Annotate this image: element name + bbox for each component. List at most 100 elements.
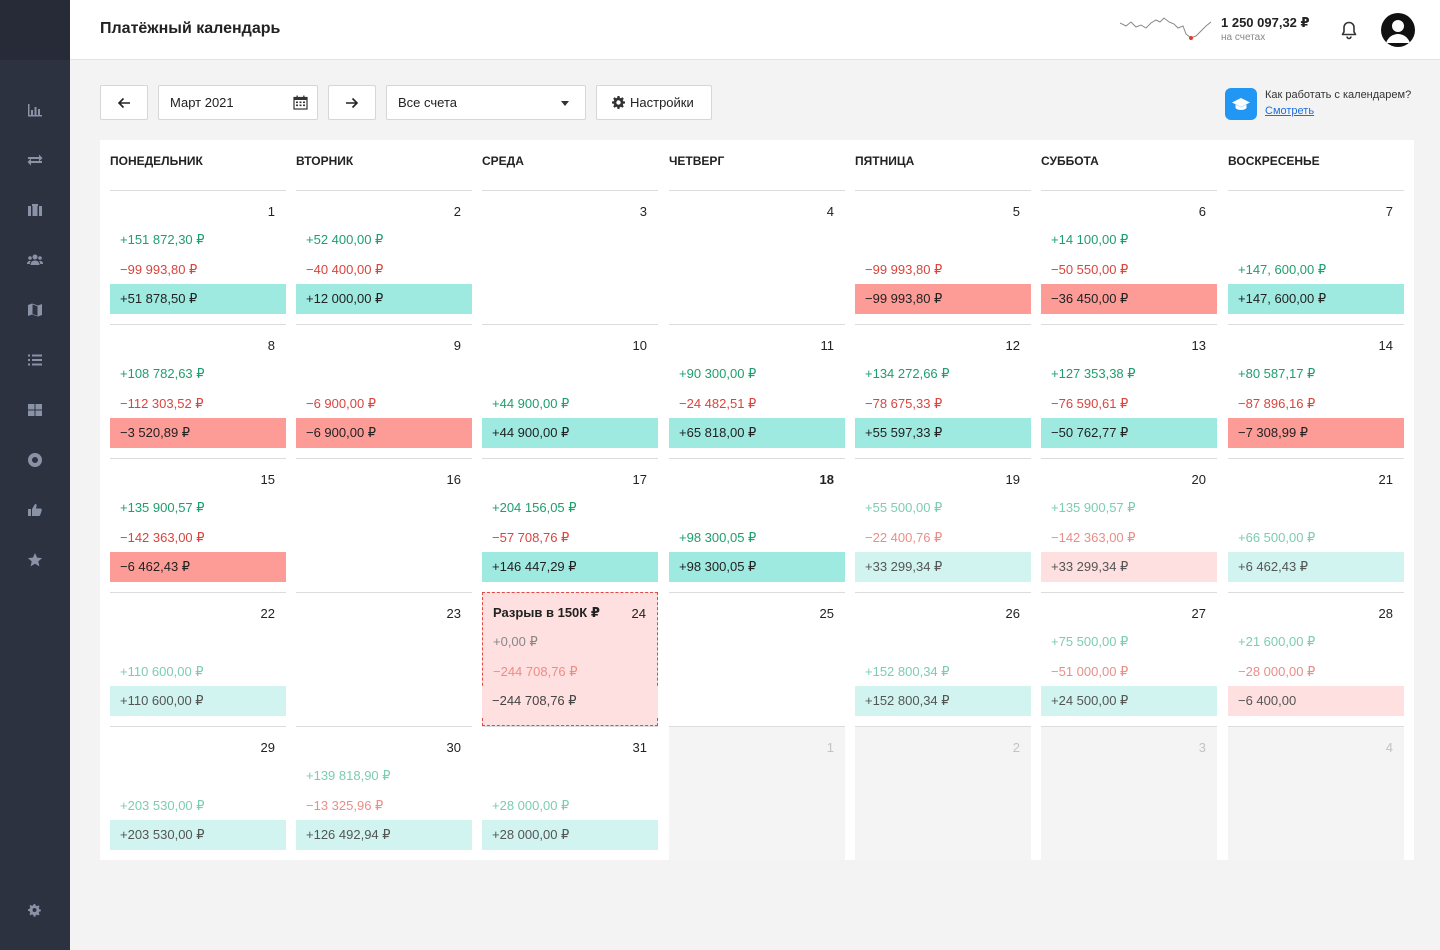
cash-gap-label: Разрыв в 150К ₽: [493, 605, 600, 620]
calendar-day-cell[interactable]: 6 +14 100,00 ₽ −50 550,00 ₽ −36 450,00 ₽: [1041, 190, 1217, 324]
calendar-day-cell[interactable]: 8 +108 782,63 ₽ −112 303,52 ₽ −3 520,89 ₽: [110, 324, 286, 458]
logo-area: [0, 0, 70, 60]
balance-block: 1 250 097,32 ₽ на счетах: [1221, 15, 1310, 43]
arrow-left-icon: [117, 97, 130, 108]
calendar-day-cell[interactable]: 13 +127 353,38 ₽ −76 590,61 ₽ −50 762,77 ₽: [1041, 324, 1217, 458]
bell-icon[interactable]: [1339, 20, 1359, 40]
users-icon[interactable]: [26, 251, 44, 269]
weekday-header-mon: Понедельник: [110, 154, 203, 168]
next-month-button[interactable]: [328, 85, 376, 120]
weekday-header-thu: Четверг: [669, 154, 725, 168]
transfer-arrows-icon[interactable]: [26, 151, 44, 169]
account-select[interactable]: Все счета: [386, 85, 586, 120]
calendar-day-cell[interactable]: 29 +203 530,00 ₽ +203 530,00 ₽: [110, 726, 286, 860]
day-balance: −50 762,77 ₽: [1041, 418, 1217, 448]
day-number: 14: [1378, 338, 1393, 353]
day-balance: −7 308,99 ₽: [1228, 418, 1404, 448]
day-number: 5: [1012, 204, 1020, 219]
day-number: 29: [260, 740, 275, 755]
thumbs-up-icon[interactable]: [26, 501, 44, 519]
briefcase-icon[interactable]: [26, 201, 44, 219]
calendar-icon[interactable]: [293, 95, 308, 110]
day-balance: −6 462,43 ₽: [110, 552, 286, 582]
calendar-day-cell[interactable]: 1 +151 872,30 ₽ −99 993,80 ₽ +51 878,50 ₽: [110, 190, 286, 324]
expense-amount: −142 363,00 ₽: [120, 530, 205, 545]
calendar-day-cell[interactable]: 18 +98 300,05 ₽ +98 300,05 ₽: [669, 458, 845, 592]
income-amount: +0,00 ₽: [493, 634, 538, 649]
calendar-day-cell[interactable]: 25: [669, 592, 845, 726]
calendar-day-cell[interactable]: 14 +80 587,17 ₽ −87 896,16 ₽ −7 308,99 ₽: [1228, 324, 1404, 458]
calendar-day-cell[interactable]: 24 Разрыв в 150К ₽ +0,00 ₽ −244 708,76 ₽ −24…: [482, 592, 658, 726]
help-text: Как работать с календарем?: [1265, 89, 1412, 101]
arrow-right-icon: [346, 97, 359, 108]
calendar-day-cell[interactable]: 23: [296, 592, 472, 726]
calendar-day-cell[interactable]: 15 +135 900,57 ₽ −142 363,00 ₽ −6 462,43 ₽: [110, 458, 286, 592]
day-balance: +33 299,34 ₽: [1041, 552, 1217, 582]
map-icon[interactable]: [26, 301, 44, 319]
day-balance: +12 000,00 ₽: [296, 284, 472, 314]
calendar-day-cell[interactable]: 30 +139 818,90 ₽ −13 325,96 ₽ +126 492,94 ₽: [296, 726, 472, 860]
star-icon[interactable]: [26, 551, 44, 569]
avatar[interactable]: [1381, 13, 1415, 47]
day-number: 8: [267, 338, 275, 353]
expense-amount: −244 708,76 ₽: [493, 664, 578, 679]
settings-button[interactable]: Настройки: [596, 85, 712, 120]
lifebuoy-icon[interactable]: [26, 451, 44, 469]
calendar-day-cell-next-month[interactable]: 2: [855, 726, 1031, 860]
calendar-day-cell[interactable]: 5 −99 993,80 ₽ −99 993,80 ₽: [855, 190, 1031, 324]
day-balance: +24 500,00 ₽: [1041, 686, 1217, 716]
gear-icon: [612, 96, 625, 109]
graduation-cap-icon[interactable]: [1225, 88, 1257, 120]
day-balance: +152 800,34 ₽: [855, 686, 1031, 716]
prev-month-button[interactable]: [100, 85, 148, 120]
calendar-day-cell[interactable]: 10 +44 900,00 ₽ +44 900,00 ₽: [482, 324, 658, 458]
day-number: 4: [826, 204, 834, 219]
expense-amount: −87 896,16 ₽: [1238, 396, 1316, 411]
calendar-day-cell[interactable]: 2 +52 400,00 ₽ −40 400,00 ₽ +12 000,00 ₽: [296, 190, 472, 324]
settings-gears-icon[interactable]: [26, 901, 44, 919]
calendar-day-cell[interactable]: 3: [482, 190, 658, 324]
expense-amount: −99 993,80 ₽: [865, 262, 943, 277]
day-number: 24: [631, 606, 646, 621]
calendar-day-cell[interactable]: 4: [669, 190, 845, 324]
day-balance: +98 300,05 ₽: [669, 552, 845, 582]
calendar-day-cell[interactable]: 17 +204 156,05 ₽ −57 708,76 ₽ +146 447,29 ₽: [482, 458, 658, 592]
calendar-day-cell[interactable]: 31 +28 000,00 ₽ +28 000,00 ₽: [482, 726, 658, 860]
weekday-header-fri: Пятница: [855, 154, 915, 168]
day-balance: +126 492,94 ₽: [296, 820, 472, 850]
help-watch-link[interactable]: Смотреть: [1265, 105, 1315, 117]
day-number: 28: [1378, 606, 1393, 621]
balance-sparkline: [1120, 17, 1212, 40]
calendar-day-cell[interactable]: 21 +66 500,00 ₽ +6 462,43 ₽: [1228, 458, 1404, 592]
calendar-day-cell[interactable]: 11 +90 300,00 ₽ −24 482,51 ₽ +65 818,00 ₽: [669, 324, 845, 458]
calendar-day-cell[interactable]: 26 +152 800,34 ₽ +152 800,34 ₽: [855, 592, 1031, 726]
day-number: 10: [632, 338, 647, 353]
calendar-day-cell[interactable]: 19 +55 500,00 ₽ −22 400,76 ₽ +33 299,34 ₽: [855, 458, 1031, 592]
calendar-day-cell[interactable]: 16: [296, 458, 472, 592]
calendar-day-cell-next-month[interactable]: 4: [1228, 726, 1404, 860]
calendar-day-cell-next-month[interactable]: 3: [1041, 726, 1217, 860]
day-number: 3: [639, 204, 647, 219]
month-picker-input[interactable]: Март 2021: [158, 85, 318, 120]
day-number: 30: [446, 740, 461, 755]
account-value: Все счета: [398, 95, 457, 110]
calendar-day-cell[interactable]: 12 +134 272,66 ₽ −78 675,33 ₽ +55 597,33 ₽: [855, 324, 1031, 458]
calendar-day-cell[interactable]: 7 +147, 600,00 ₽ +147, 600,00 ₽: [1228, 190, 1404, 324]
calendar-day-cell[interactable]: 27 +75 500,00 ₽ −51 000,00 ₽ +24 500,00 ₽: [1041, 592, 1217, 726]
day-balance: −99 993,80 ₽: [855, 284, 1031, 314]
calendar-day-cell[interactable]: 20 +135 900,57 ₽ −142 363,00 ₽ +33 299,34 ₽: [1041, 458, 1217, 592]
day-balance: −244 708,76 ₽: [482, 686, 658, 716]
calendar-day-cell[interactable]: 28 +21 600,00 ₽ −28 000,00 ₽ −6 400,00: [1228, 592, 1404, 726]
expense-amount: −24 482,51 ₽: [679, 396, 757, 411]
bar-chart-icon[interactable]: [26, 101, 44, 119]
expense-amount: −99 993,80 ₽: [120, 262, 198, 277]
calendar-day-cell[interactable]: 22 +110 600,00 ₽ +110 600,00 ₽: [110, 592, 286, 726]
day-number: 3: [1198, 740, 1206, 755]
day-balance: +44 900,00 ₽: [482, 418, 658, 448]
list-icon[interactable]: [26, 351, 44, 369]
expense-amount: −13 325,96 ₽: [306, 798, 384, 813]
dashboard-icon[interactable]: [26, 401, 44, 419]
income-amount: +139 818,90 ₽: [306, 768, 391, 783]
calendar-day-cell[interactable]: 9 −6 900,00 ₽ −6 900,00 ₽: [296, 324, 472, 458]
calendar-day-cell-next-month[interactable]: 1: [669, 726, 845, 860]
